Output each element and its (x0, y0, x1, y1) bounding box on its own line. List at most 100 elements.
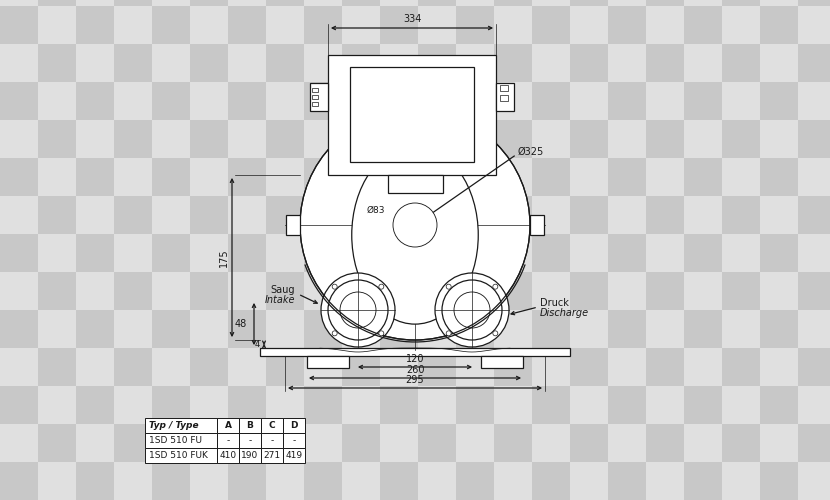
Bar (494, 82, 532, 120)
Bar (312, 95, 318, 99)
Bar (500, 85, 508, 91)
Bar (646, 462, 684, 500)
Bar (76, 348, 114, 386)
Bar (684, 196, 722, 234)
Bar (532, 386, 570, 424)
Bar (342, 462, 380, 500)
Bar (342, 310, 380, 348)
Bar (152, 310, 190, 348)
Bar (570, 272, 608, 310)
Bar (38, 6, 76, 44)
Bar (228, 196, 266, 234)
Bar (38, 348, 76, 386)
Bar (570, 0, 608, 6)
Bar (684, 424, 722, 462)
Bar (418, 462, 456, 500)
Bar (646, 424, 684, 462)
Text: B: B (247, 421, 253, 430)
Bar (418, 44, 456, 82)
Bar (266, 196, 304, 234)
Bar (532, 348, 570, 386)
Bar (494, 0, 532, 6)
Circle shape (378, 284, 383, 289)
Bar (114, 196, 152, 234)
Bar (239, 418, 261, 433)
Bar (283, 418, 305, 433)
Bar (0, 196, 38, 234)
Text: 419: 419 (286, 451, 303, 460)
Bar (228, 44, 266, 82)
Bar (0, 310, 38, 348)
Bar (456, 82, 494, 120)
Bar (646, 234, 684, 272)
Bar (283, 433, 305, 448)
Bar (350, 67, 474, 162)
Bar (0, 0, 38, 6)
Bar (228, 310, 266, 348)
Bar (261, 418, 283, 433)
Bar (342, 234, 380, 272)
Bar (494, 386, 532, 424)
Bar (798, 120, 830, 158)
Bar (38, 234, 76, 272)
Bar (760, 196, 798, 234)
Bar (76, 44, 114, 82)
Bar (760, 424, 798, 462)
Bar (418, 386, 456, 424)
Bar (304, 234, 342, 272)
Circle shape (435, 273, 509, 347)
Bar (798, 424, 830, 462)
Bar (456, 386, 494, 424)
Bar (38, 44, 76, 82)
Bar (342, 386, 380, 424)
Bar (152, 44, 190, 82)
Text: 271: 271 (263, 451, 281, 460)
Bar (684, 82, 722, 120)
Bar (760, 0, 798, 6)
Bar (494, 120, 532, 158)
Bar (418, 0, 456, 6)
Bar (494, 44, 532, 82)
Bar (114, 82, 152, 120)
Bar (532, 234, 570, 272)
Bar (798, 234, 830, 272)
Text: 4: 4 (255, 340, 260, 349)
Bar (532, 0, 570, 6)
Bar (190, 310, 228, 348)
Bar (380, 158, 418, 196)
Ellipse shape (352, 146, 478, 324)
Bar (798, 6, 830, 44)
Bar (145, 418, 217, 433)
Text: Typ / Type: Typ / Type (149, 421, 198, 430)
Bar (798, 0, 830, 6)
Bar (760, 120, 798, 158)
Bar (418, 196, 456, 234)
Bar (38, 462, 76, 500)
Bar (380, 310, 418, 348)
Bar (190, 82, 228, 120)
Bar (570, 234, 608, 272)
Bar (152, 272, 190, 310)
Bar (722, 348, 760, 386)
Circle shape (332, 284, 337, 289)
Bar (722, 0, 760, 6)
Bar (0, 82, 38, 120)
Bar (684, 158, 722, 196)
Bar (494, 158, 532, 196)
Bar (342, 6, 380, 44)
Bar (456, 348, 494, 386)
Bar (76, 462, 114, 500)
Bar (190, 158, 228, 196)
Bar (798, 272, 830, 310)
Bar (532, 158, 570, 196)
Bar (38, 158, 76, 196)
Bar (217, 448, 239, 463)
Bar (646, 348, 684, 386)
Bar (494, 424, 532, 462)
Circle shape (378, 331, 383, 336)
Bar (266, 272, 304, 310)
Bar (266, 82, 304, 120)
Bar (380, 386, 418, 424)
Bar (570, 310, 608, 348)
Bar (304, 196, 342, 234)
